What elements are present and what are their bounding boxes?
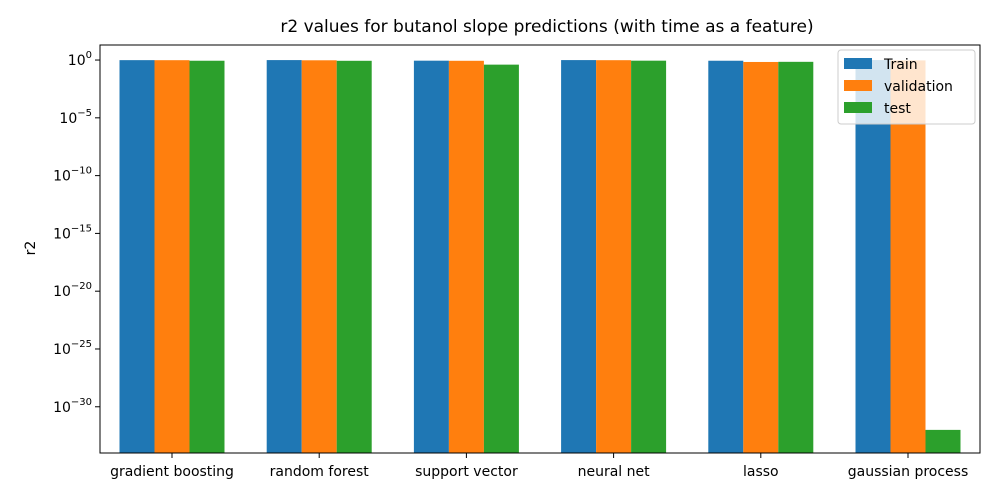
- y-tick-label: 10−25: [53, 339, 92, 358]
- bar-test-support-vector: [483, 64, 519, 454]
- y-tick-label: 10−10: [53, 166, 92, 185]
- plot-frame: [99, 44, 981, 454]
- y-ticks: 100 10−5 10−10 10−15 10−20 10−25 10−30: [53, 50, 100, 416]
- bar-test-gaussian-process: [925, 429, 961, 453]
- bar-test-gradient-boosting: [189, 60, 225, 453]
- x-tick-label: gradient boosting: [110, 464, 234, 480]
- x-tick-label: random forest: [270, 464, 370, 480]
- legend-label: validation: [884, 79, 953, 95]
- legend-label: Train: [883, 57, 918, 73]
- bars-group: [119, 60, 961, 454]
- bar-train-gaussian-process: [855, 60, 891, 453]
- bar-validation-gradient-boosting: [154, 60, 190, 453]
- legend-box: [837, 49, 976, 125]
- bar-train-random-forest: [266, 60, 302, 454]
- x-tick-label: support vector: [415, 464, 518, 480]
- y-axis-label: r2: [23, 241, 39, 256]
- x-tick-label: gaussian process: [848, 464, 969, 480]
- legend-label: test: [884, 101, 911, 117]
- bar-test-lasso: [778, 61, 814, 454]
- chart-title: r2 values for butanol slope predictions …: [280, 17, 813, 37]
- bar-validation-neural-net: [596, 60, 632, 453]
- bar-validation-gaussian-process: [890, 60, 926, 454]
- y-tick-label: 100: [68, 50, 92, 69]
- bar-validation-random-forest: [301, 60, 337, 453]
- bar-train-neural-net: [561, 60, 597, 454]
- bar-train-lasso: [708, 60, 744, 453]
- bar-train-gradient-boosting: [119, 60, 155, 453]
- x-ticks: gradient boosting random forest support ve…: [110, 453, 968, 480]
- legend-swatch: [844, 102, 872, 113]
- bar-validation-support-vector: [448, 60, 484, 454]
- y-tick-label: 10−15: [53, 223, 92, 242]
- legend: Train validation test: [837, 49, 976, 125]
- bar-test-neural-net: [631, 60, 667, 453]
- legend-swatch: [844, 58, 872, 69]
- bar-validation-lasso: [743, 61, 779, 453]
- bar-train-support-vector: [413, 60, 449, 453]
- y-tick-label: 10−5: [59, 108, 92, 127]
- x-tick-label: lasso: [743, 464, 779, 480]
- y-tick-label: 10−20: [53, 281, 92, 300]
- y-tick-label: 10−30: [53, 397, 92, 416]
- x-tick-label: neural net: [578, 464, 651, 480]
- legend-swatch: [844, 80, 872, 91]
- bar-test-random-forest: [336, 60, 372, 454]
